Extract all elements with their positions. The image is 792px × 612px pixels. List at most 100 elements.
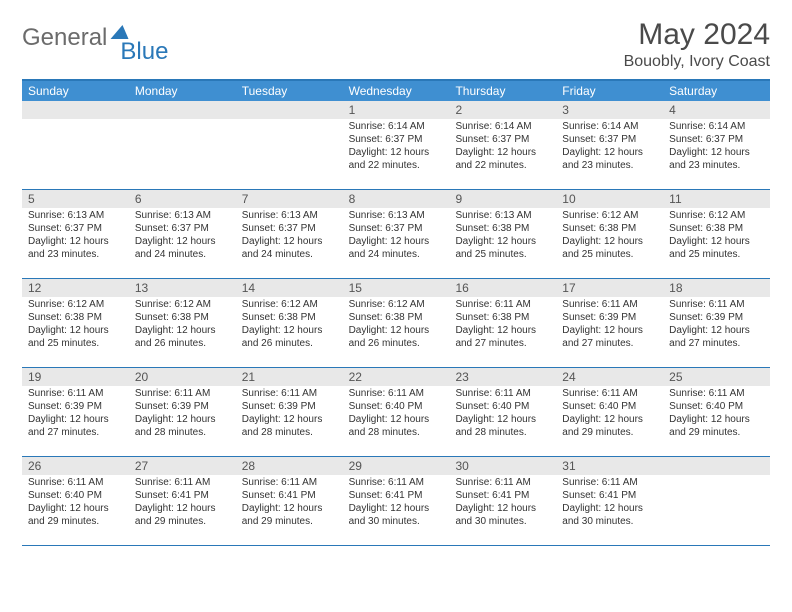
sunset-line: Sunset: 6:38 PM xyxy=(669,223,764,236)
sunrise-line: Sunrise: 6:12 AM xyxy=(28,299,123,312)
day-number xyxy=(22,101,129,119)
day-content: Sunrise: 6:11 AMSunset: 6:41 PMDaylight:… xyxy=(449,475,556,531)
daylight2-line: and 27 minutes. xyxy=(455,338,550,351)
sunset-line: Sunset: 6:38 PM xyxy=(135,312,230,325)
sunset-line: Sunset: 6:37 PM xyxy=(28,223,123,236)
weekday-thu: Thursday xyxy=(449,81,556,101)
daylight1-line: Daylight: 12 hours xyxy=(562,147,657,160)
day-content: Sunrise: 6:11 AMSunset: 6:41 PMDaylight:… xyxy=(556,475,663,531)
calendar: Sunday Monday Tuesday Wednesday Thursday… xyxy=(22,79,770,546)
sunrise-line: Sunrise: 6:13 AM xyxy=(242,210,337,223)
day-content: Sunrise: 6:12 AMSunset: 6:38 PMDaylight:… xyxy=(129,297,236,353)
daylight1-line: Daylight: 12 hours xyxy=(349,325,444,338)
location-label: Bouobly, Ivory Coast xyxy=(624,53,770,71)
day-cell: 11Sunrise: 6:12 AMSunset: 6:38 PMDayligh… xyxy=(663,190,770,278)
daylight1-line: Daylight: 12 hours xyxy=(135,325,230,338)
day-content: Sunrise: 6:12 AMSunset: 6:38 PMDaylight:… xyxy=(556,208,663,264)
day-content: Sunrise: 6:11 AMSunset: 6:39 PMDaylight:… xyxy=(663,297,770,353)
daylight2-line: and 25 minutes. xyxy=(562,249,657,262)
day-number: 16 xyxy=(449,279,556,297)
sunrise-line: Sunrise: 6:12 AM xyxy=(349,299,444,312)
day-cell: 23Sunrise: 6:11 AMSunset: 6:40 PMDayligh… xyxy=(449,368,556,456)
daylight1-line: Daylight: 12 hours xyxy=(135,414,230,427)
daylight1-line: Daylight: 12 hours xyxy=(349,503,444,516)
daylight2-line: and 26 minutes. xyxy=(135,338,230,351)
day-content: Sunrise: 6:14 AMSunset: 6:37 PMDaylight:… xyxy=(343,119,450,175)
sunset-line: Sunset: 6:40 PM xyxy=(455,401,550,414)
day-content: Sunrise: 6:11 AMSunset: 6:40 PMDaylight:… xyxy=(663,386,770,442)
day-number: 4 xyxy=(663,101,770,119)
logo-word-2: Blue xyxy=(120,38,168,66)
sunrise-line: Sunrise: 6:12 AM xyxy=(135,299,230,312)
day-content: Sunrise: 6:14 AMSunset: 6:37 PMDaylight:… xyxy=(556,119,663,175)
day-cell: 4Sunrise: 6:14 AMSunset: 6:37 PMDaylight… xyxy=(663,101,770,189)
sunset-line: Sunset: 6:41 PM xyxy=(562,490,657,503)
week-row: 26Sunrise: 6:11 AMSunset: 6:40 PMDayligh… xyxy=(22,456,770,545)
day-content: Sunrise: 6:13 AMSunset: 6:37 PMDaylight:… xyxy=(236,208,343,264)
day-number: 14 xyxy=(236,279,343,297)
daylight2-line: and 28 minutes. xyxy=(135,427,230,440)
daylight1-line: Daylight: 12 hours xyxy=(455,236,550,249)
week-row: 12Sunrise: 6:12 AMSunset: 6:38 PMDayligh… xyxy=(22,278,770,367)
daylight1-line: Daylight: 12 hours xyxy=(349,414,444,427)
sunset-line: Sunset: 6:40 PM xyxy=(28,490,123,503)
day-content: Sunrise: 6:11 AMSunset: 6:40 PMDaylight:… xyxy=(449,386,556,442)
day-cell: 17Sunrise: 6:11 AMSunset: 6:39 PMDayligh… xyxy=(556,279,663,367)
day-number: 11 xyxy=(663,190,770,208)
sunset-line: Sunset: 6:39 PM xyxy=(135,401,230,414)
day-number: 31 xyxy=(556,457,663,475)
daylight1-line: Daylight: 12 hours xyxy=(28,236,123,249)
sunset-line: Sunset: 6:39 PM xyxy=(669,312,764,325)
day-cell: 25Sunrise: 6:11 AMSunset: 6:40 PMDayligh… xyxy=(663,368,770,456)
day-number: 8 xyxy=(343,190,450,208)
day-cell: 9Sunrise: 6:13 AMSunset: 6:38 PMDaylight… xyxy=(449,190,556,278)
weekday-wed: Wednesday xyxy=(343,81,450,101)
day-cell: 21Sunrise: 6:11 AMSunset: 6:39 PMDayligh… xyxy=(236,368,343,456)
day-number: 10 xyxy=(556,190,663,208)
day-content: Sunrise: 6:12 AMSunset: 6:38 PMDaylight:… xyxy=(343,297,450,353)
day-content: Sunrise: 6:11 AMSunset: 6:39 PMDaylight:… xyxy=(556,297,663,353)
day-number: 22 xyxy=(343,368,450,386)
daylight2-line: and 27 minutes. xyxy=(669,338,764,351)
sunset-line: Sunset: 6:40 PM xyxy=(562,401,657,414)
daylight2-line: and 29 minutes. xyxy=(135,516,230,529)
day-content: Sunrise: 6:13 AMSunset: 6:37 PMDaylight:… xyxy=(22,208,129,264)
daylight2-line: and 23 minutes. xyxy=(562,160,657,173)
daylight1-line: Daylight: 12 hours xyxy=(455,414,550,427)
daylight2-line: and 28 minutes. xyxy=(349,427,444,440)
day-number: 2 xyxy=(449,101,556,119)
sunset-line: Sunset: 6:41 PM xyxy=(135,490,230,503)
sunrise-line: Sunrise: 6:12 AM xyxy=(242,299,337,312)
daylight1-line: Daylight: 12 hours xyxy=(135,236,230,249)
day-content: Sunrise: 6:12 AMSunset: 6:38 PMDaylight:… xyxy=(22,297,129,353)
day-number: 26 xyxy=(22,457,129,475)
sunset-line: Sunset: 6:38 PM xyxy=(349,312,444,325)
day-number: 15 xyxy=(343,279,450,297)
sunrise-line: Sunrise: 6:13 AM xyxy=(28,210,123,223)
day-content: Sunrise: 6:11 AMSunset: 6:41 PMDaylight:… xyxy=(129,475,236,531)
sunset-line: Sunset: 6:39 PM xyxy=(242,401,337,414)
day-cell: 7Sunrise: 6:13 AMSunset: 6:37 PMDaylight… xyxy=(236,190,343,278)
sunset-line: Sunset: 6:41 PM xyxy=(242,490,337,503)
weekday-header: Sunday Monday Tuesday Wednesday Thursday… xyxy=(22,81,770,101)
day-content: Sunrise: 6:11 AMSunset: 6:40 PMDaylight:… xyxy=(22,475,129,531)
daylight1-line: Daylight: 12 hours xyxy=(349,236,444,249)
sunset-line: Sunset: 6:39 PM xyxy=(562,312,657,325)
sunset-line: Sunset: 6:41 PM xyxy=(349,490,444,503)
day-number: 6 xyxy=(129,190,236,208)
day-number xyxy=(236,101,343,119)
day-number: 17 xyxy=(556,279,663,297)
week-row: 5Sunrise: 6:13 AMSunset: 6:37 PMDaylight… xyxy=(22,189,770,278)
day-number xyxy=(663,457,770,475)
sunrise-line: Sunrise: 6:12 AM xyxy=(669,210,764,223)
daylight2-line: and 24 minutes. xyxy=(242,249,337,262)
day-content: Sunrise: 6:11 AMSunset: 6:40 PMDaylight:… xyxy=(343,386,450,442)
week-row: 19Sunrise: 6:11 AMSunset: 6:39 PMDayligh… xyxy=(22,367,770,456)
day-number: 30 xyxy=(449,457,556,475)
day-number: 5 xyxy=(22,190,129,208)
sunset-line: Sunset: 6:37 PM xyxy=(455,134,550,147)
daylight2-line: and 28 minutes. xyxy=(242,427,337,440)
daylight1-line: Daylight: 12 hours xyxy=(562,503,657,516)
day-number: 23 xyxy=(449,368,556,386)
daylight1-line: Daylight: 12 hours xyxy=(135,503,230,516)
